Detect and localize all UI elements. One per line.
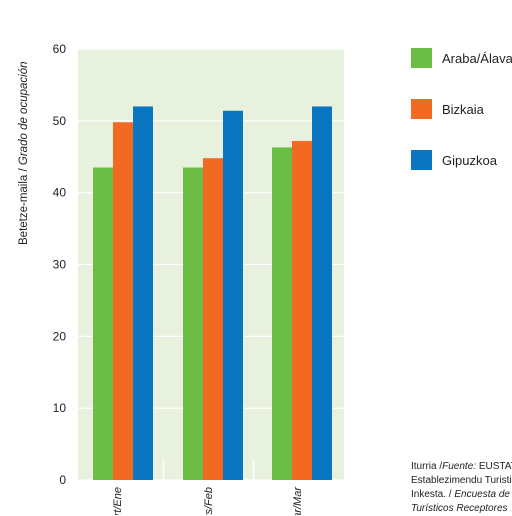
x-axis-categories: Urt/Ene Ots/Feb Mar/Mar <box>112 486 304 515</box>
bar-ots-feb-araba-lava <box>183 167 203 480</box>
bar-mar-mar-araba-lava <box>272 147 292 480</box>
legend-swatch-araba <box>411 48 432 68</box>
legend-item-gipuzkoa: Gipuzkoa <box>411 150 512 170</box>
source-note: Iturria /Fuente: EUSTAT. Establezimendu … <box>411 460 512 516</box>
legend-swatch-bizkaia <box>411 99 432 119</box>
legend-label-araba: Araba/Álava <box>442 50 512 66</box>
y-axis-label: Betetze-maila / Grado de ocupación <box>18 62 30 245</box>
bar-urt-ene-araba-lava <box>93 167 113 480</box>
legend-item-bizkaia: Bizkaia <box>411 99 512 119</box>
y-axis-ticks: 0 10 20 30 40 50 60 <box>53 42 67 487</box>
legend-label-gipuzkoa: Gipuzkoa <box>442 152 497 168</box>
source-line-3: Inkesta. / Encuesta de <box>411 488 512 502</box>
bar-mar-mar-gipuzkoa <box>312 106 332 480</box>
y-tick-label: 60 <box>53 42 67 56</box>
bar-mar-mar-bizkaia <box>292 140 312 481</box>
y-tick-label: 0 <box>59 473 66 487</box>
y-axis-label-italic: Grado de ocupación <box>18 62 30 166</box>
x-category-label: Urt/Ene <box>112 487 124 515</box>
y-tick-label: 30 <box>53 258 67 272</box>
y-tick-label: 40 <box>53 186 67 200</box>
bars <box>93 106 332 481</box>
bar-ots-feb-gipuzkoa <box>223 110 243 480</box>
legend: Araba/Álava Bizkaia Gipuzkoa <box>411 48 512 201</box>
source-prefix: Iturria / <box>411 461 443 472</box>
x-category-label: Ots/Feb <box>203 487 215 515</box>
source-line-4: Turísticos Receptores <box>411 503 508 514</box>
source-line-1: Iturria /Fuente: EUSTAT. <box>411 460 512 474</box>
legend-swatch-gipuzkoa <box>411 150 432 170</box>
y-tick-label: 50 <box>53 114 67 128</box>
x-category-label: Mar/Mar <box>292 486 304 515</box>
source-inkesta: Inkesta. / <box>411 489 455 500</box>
y-axis-label-main: Betetze-maila / <box>18 165 30 245</box>
source-fuente: Fuente: <box>442 461 477 472</box>
bar-ots-feb-bizkaia <box>203 158 223 481</box>
legend-item-araba: Araba/Álava <box>411 48 512 68</box>
legend-label-bizkaia: Bizkaia <box>442 101 484 117</box>
y-tick-label: 20 <box>53 329 67 343</box>
source-line-2: Establezimendu Turistikoen <box>411 475 512 486</box>
y-tick-label: 10 <box>53 401 67 415</box>
source-encuesta: Encuesta de <box>454 489 510 500</box>
bar-urt-ene-bizkaia <box>113 122 133 481</box>
bar-urt-ene-gipuzkoa <box>133 106 153 480</box>
source-eustat: EUSTAT. <box>478 461 512 472</box>
